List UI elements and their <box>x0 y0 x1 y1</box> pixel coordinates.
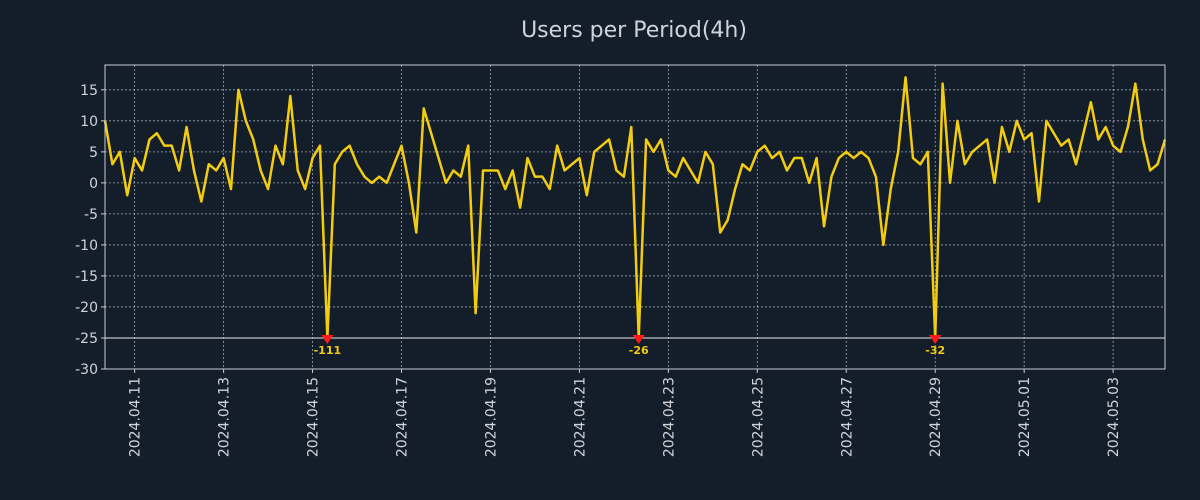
y-tick-label: -25 <box>75 331 98 347</box>
y-tick-label: -30 <box>75 362 98 378</box>
y-tick-label: 0 <box>89 176 98 192</box>
y-axis-ticks: -30 -25 -20 -15 -10 -5 0 5 10 15 <box>75 83 105 378</box>
y-tick-label: 5 <box>89 145 98 161</box>
plot-frame <box>104 64 1166 370</box>
y-tick-label: -5 <box>84 207 98 223</box>
x-tick-label: 2024.04.19 <box>483 377 499 457</box>
y-tick-label: -15 <box>75 269 98 285</box>
y-tick-label: 10 <box>80 114 98 130</box>
x-tick-label: 2024.04.29 <box>928 377 944 457</box>
y-tick-label: 15 <box>80 83 98 99</box>
x-tick-label: 2024.05.03 <box>1106 377 1122 457</box>
annotation-markers: -111 -26 -32 <box>314 334 945 357</box>
clip-marker <box>321 334 334 344</box>
annotation-label: -32 <box>925 344 945 357</box>
x-tick-label: 2024.04.11 <box>128 377 144 457</box>
x-tick-label: 2024.04.15 <box>306 377 322 457</box>
x-tick-label: 2024.04.21 <box>572 377 588 457</box>
annotation-label: -111 <box>314 344 342 357</box>
series-line-users <box>103 76 1167 340</box>
series-group <box>103 76 1167 340</box>
chart-title: Users per Period(4h) <box>521 18 747 43</box>
x-tick-label: 2024.04.27 <box>839 377 855 457</box>
clip-marker <box>929 334 942 344</box>
annotation-label: -26 <box>629 344 649 357</box>
x-tick-label: 2024.04.23 <box>661 377 677 457</box>
x-tick-label: 2024.05.01 <box>1017 377 1033 457</box>
x-tick-label: 2024.04.13 <box>217 377 233 457</box>
x-tick-label: 2024.04.17 <box>395 377 411 457</box>
y-tick-label: -20 <box>75 300 98 316</box>
y-tick-label: -10 <box>75 238 98 254</box>
x-tick-label: 2024.04.25 <box>750 377 766 457</box>
x-axis-ticks: 2024.04.11 2024.04.13 2024.04.15 2024.04.17… <box>128 369 1122 457</box>
clip-marker <box>632 334 645 344</box>
